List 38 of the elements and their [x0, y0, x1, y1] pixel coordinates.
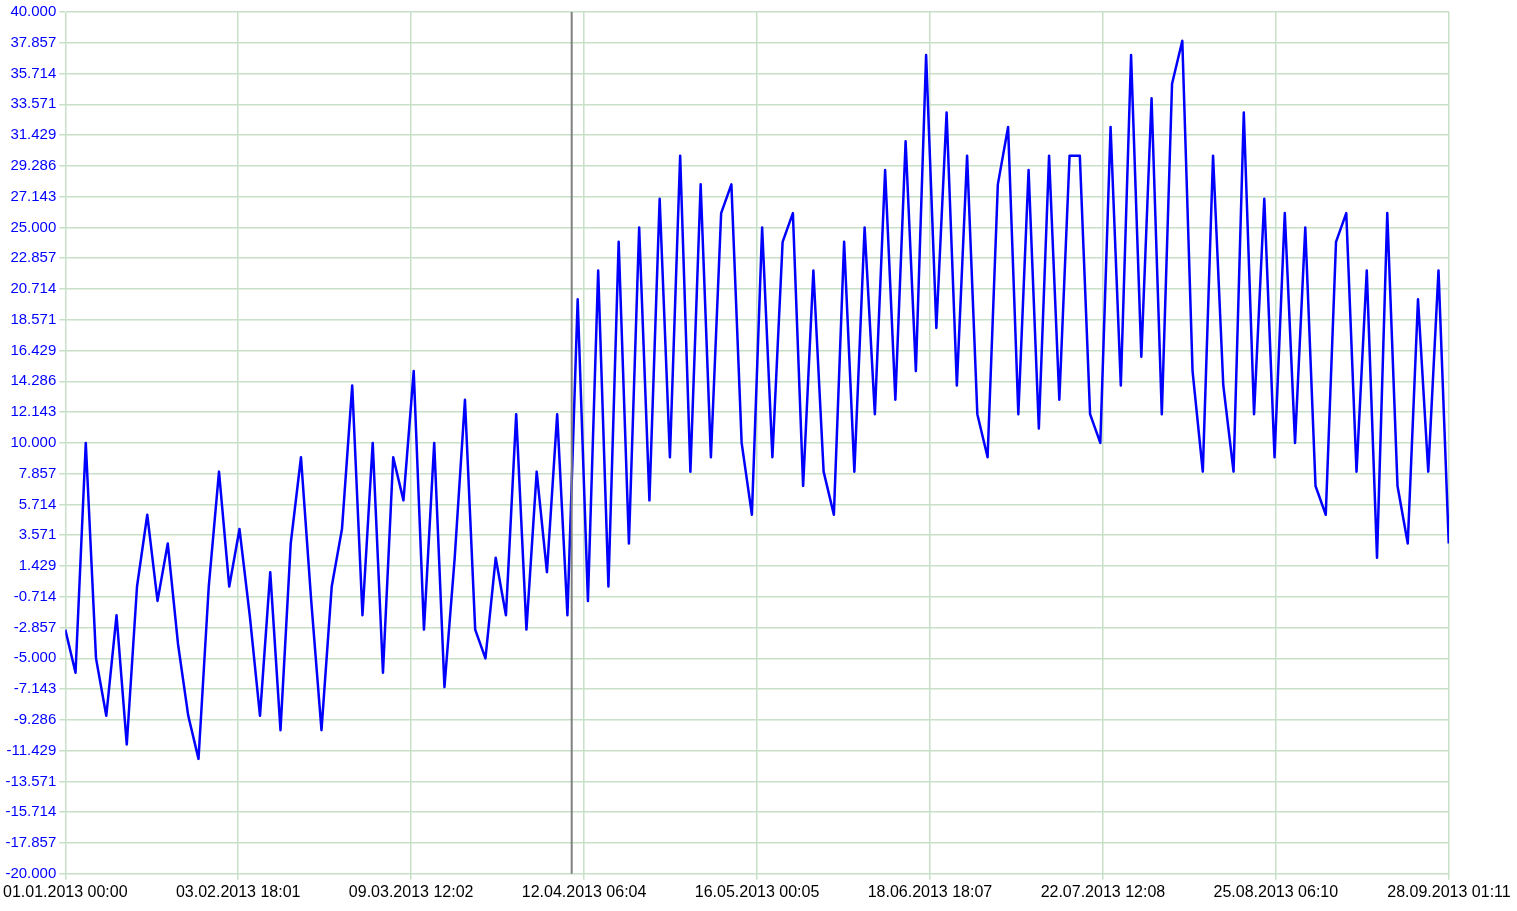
- y-tick-label: 16.429: [10, 340, 57, 358]
- x-tick-label: 12.04.2013 06:04: [521, 882, 647, 900]
- y-tick-label: 3.571: [18, 525, 57, 543]
- x-tick-label: 25.08.2013 06:10: [1213, 882, 1339, 900]
- y-tick-label: 20.714: [10, 279, 57, 297]
- x-tick-label: 22.07.2013 12:08: [1040, 882, 1166, 900]
- y-tick-label: -0.714: [13, 586, 57, 604]
- x-tick-label: 09.03.2013 12:02: [348, 882, 474, 900]
- y-tick-label: -11.429: [6, 740, 57, 758]
- y-tick-label: 27.143: [10, 186, 57, 204]
- y-tick-label: 14.286: [10, 371, 57, 389]
- y-tick-label: 29.286: [10, 156, 57, 174]
- y-tick-label: 7.857: [18, 463, 57, 481]
- x-tick-label: 18.06.2013 18:07: [867, 882, 993, 900]
- x-tick-label: 03.02.2013 18:01: [175, 882, 301, 900]
- y-tick-label: 33.571: [10, 94, 57, 112]
- y-tick-label: 1.429: [18, 556, 57, 574]
- x-tick-label: 16.05.2013 00:05: [694, 882, 820, 900]
- y-tick-label: 5.714: [18, 494, 57, 512]
- y-tick-label: 22.857: [10, 248, 57, 266]
- y-tick-label: -7.143: [13, 679, 57, 697]
- y-tick-label: 12.143: [10, 402, 57, 420]
- x-tick-label: 01.01.2013 00:00: [3, 882, 128, 900]
- y-tick-label: 10.000: [10, 433, 57, 451]
- x-tick-label: 28.09.2013 01:11: [1387, 882, 1511, 900]
- y-tick-label: -13.571: [5, 771, 57, 789]
- y-tick-label: 35.714: [10, 63, 57, 81]
- y-tick-label: -20.000: [5, 863, 57, 881]
- y-tick-label: 31.429: [10, 125, 57, 143]
- y-tick-label: -9.286: [13, 710, 57, 728]
- y-tick-label: -2.857: [13, 617, 57, 635]
- y-tick-label: 18.571: [10, 309, 57, 327]
- y-tick-label: 25.000: [10, 217, 57, 235]
- y-tick-label: 40.000: [10, 2, 57, 20]
- y-tick-label: -15.714: [5, 802, 57, 820]
- y-tick-label: -5.000: [13, 648, 57, 666]
- y-tick-label: -17.857: [5, 833, 57, 851]
- y-tick-label: 37.857: [10, 32, 57, 50]
